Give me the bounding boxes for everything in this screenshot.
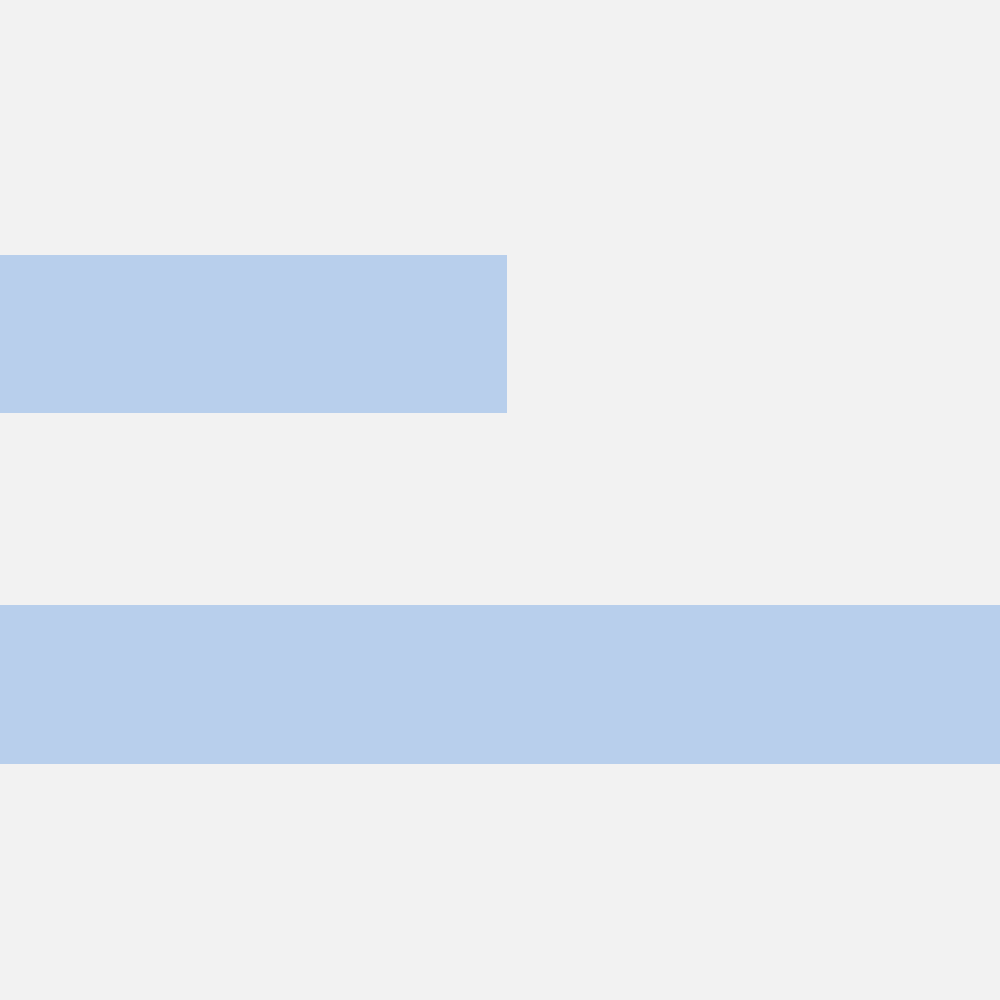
placeholder-block-short	[0, 255, 507, 413]
placeholder-block-long	[0, 605, 1000, 764]
